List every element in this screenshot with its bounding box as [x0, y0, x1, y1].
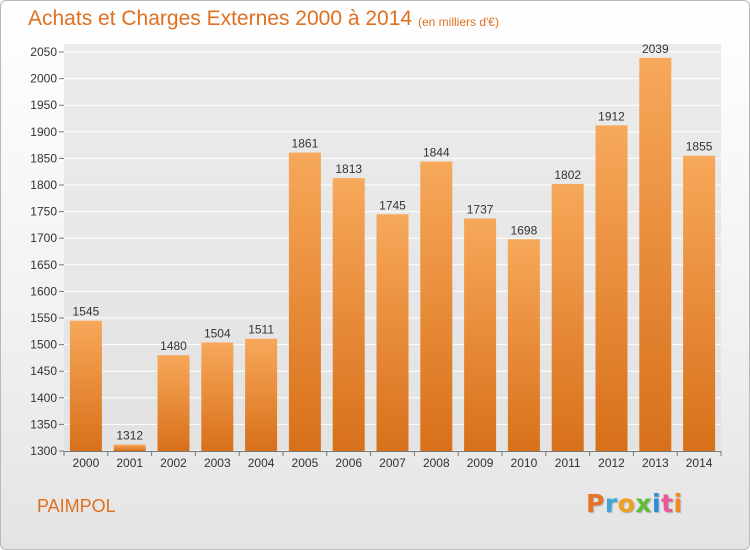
bar-2002	[157, 355, 190, 451]
bar-2007	[376, 214, 409, 451]
x-tick-label: 2002	[160, 456, 187, 470]
x-axis: 2000 2001 2002 2003 2004 2005 2006 2007 2008 2009…	[63, 451, 722, 470]
bar-value-label: 1802	[554, 168, 581, 182]
bar-value-label: 2039	[642, 42, 669, 56]
x-tick-label: 2006	[335, 456, 362, 470]
y-tick-label: 1850	[30, 151, 57, 165]
bar-value-label: 1545	[73, 305, 100, 319]
bar-2008	[420, 161, 453, 452]
proxiti-logo: Proxiti	[586, 489, 683, 518]
y-axis: 1300 1350 1400 1450 1500 1550 1600 1650 1700 1750…	[30, 45, 64, 458]
x-tick-label: 2003	[204, 456, 231, 470]
x-tick-label: 2005	[292, 456, 319, 470]
bar-value-label: 1813	[335, 162, 362, 176]
logo-letter: i	[673, 489, 683, 518]
x-tick-label: 2004	[248, 456, 275, 470]
bar-2001	[113, 444, 146, 451]
bar-2012	[595, 125, 628, 451]
y-tick-label: 1650	[30, 258, 57, 272]
logo-letter: x	[635, 489, 652, 518]
y-tick-label: 1350	[30, 417, 57, 431]
bar-value-label: 1312	[116, 429, 143, 443]
y-tick-label: 1600	[30, 284, 57, 298]
bar-2014	[683, 155, 716, 452]
y-tick-label: 1500	[30, 338, 57, 352]
bar-2006	[332, 178, 365, 452]
y-tick-label: 1950	[30, 98, 57, 112]
bar-value-label: 1912	[598, 109, 625, 123]
x-tick-label: 2008	[423, 456, 450, 470]
y-tick-label: 2050	[30, 45, 57, 59]
y-tick-label: 1800	[30, 178, 57, 192]
bar-2013	[639, 57, 672, 452]
logo-letter: r	[604, 489, 618, 518]
y-tick-label: 1300	[30, 444, 57, 458]
bar-value-label: 1480	[160, 339, 187, 353]
x-tick-label: 2000	[73, 456, 100, 470]
x-tick-label: 2013	[642, 456, 669, 470]
logo-letter: i	[652, 489, 662, 518]
bar-value-label: 1504	[204, 326, 231, 340]
y-tick-label: 2000	[30, 72, 57, 86]
bar-2010	[507, 239, 540, 451]
bar-2004	[245, 338, 278, 451]
x-tick-label: 2011	[555, 456, 581, 470]
logo-letter: P	[586, 489, 605, 518]
bars: 1545 1312 1480 1504 1511 1861 1813 1745 1844 1737…	[69, 42, 716, 452]
x-tick-label: 2001	[116, 456, 143, 470]
y-tick-label: 1450	[30, 364, 57, 378]
bar-value-label: 1855	[686, 140, 713, 154]
city-name: PAIMPOL	[37, 496, 116, 516]
bar-2009	[464, 218, 497, 451]
bar-2000	[69, 320, 102, 451]
y-tick-label: 1900	[30, 125, 57, 139]
bar-value-label: 1861	[292, 137, 319, 151]
x-tick-label: 2014	[686, 456, 713, 470]
x-tick-label: 2010	[511, 456, 538, 470]
bar-2003	[201, 342, 234, 451]
chart-title: Achats et Charges Externes 2000 à 2014	[28, 7, 413, 30]
bar-value-label: 1737	[467, 203, 494, 217]
y-tick-label: 1750	[30, 205, 57, 219]
bar-value-label: 1511	[248, 323, 274, 337]
x-tick-label: 2009	[467, 456, 494, 470]
logo-letter: t	[661, 489, 674, 518]
bar-value-label: 1844	[423, 146, 450, 160]
y-tick-label: 1400	[30, 391, 57, 405]
bar-value-label: 1745	[379, 198, 406, 212]
x-tick-label: 2012	[598, 456, 625, 470]
logo-letter: o	[617, 489, 636, 518]
bar-2005	[288, 152, 321, 451]
bar-value-label: 1698	[511, 223, 538, 237]
y-tick-label: 1550	[30, 311, 57, 325]
chart-unit: (en milliers d'€)	[418, 15, 499, 29]
bar-2011	[551, 183, 584, 451]
y-tick-label: 1700	[30, 231, 57, 245]
x-tick-label: 2007	[379, 456, 406, 470]
